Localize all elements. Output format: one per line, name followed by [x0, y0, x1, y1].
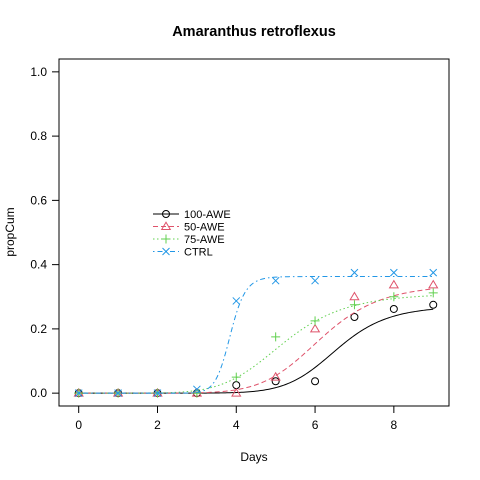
data-point — [350, 313, 359, 322]
data-point — [153, 389, 162, 398]
data-point — [388, 279, 400, 289]
data-point — [271, 377, 280, 386]
data-point — [232, 297, 241, 305]
data-point — [429, 300, 438, 309]
data-point — [389, 292, 399, 302]
y-tick-label: 0.4 — [30, 258, 47, 272]
legend-label: CTRL — [184, 247, 213, 259]
series-curve — [78, 288, 434, 394]
series-curve — [78, 308, 434, 394]
data-point — [74, 389, 83, 398]
legend-label: 100-AWE — [184, 209, 231, 221]
legend-marker — [162, 247, 170, 256]
x-tick-label: 4 — [233, 418, 240, 432]
y-tick-label: 0.0 — [30, 386, 47, 400]
legend-marker — [160, 221, 172, 231]
data-point — [350, 268, 359, 277]
series-curve — [78, 295, 434, 394]
legend-label: 75-AWE — [184, 234, 225, 246]
series-100-awe — [74, 300, 438, 398]
y-axis: 0.0 0.2 0.4 0.6 0.8 1.0 — [30, 65, 59, 400]
plot-frame — [58, 58, 450, 407]
x-tick-label: 2 — [154, 418, 161, 432]
legend-label: 50-AWE — [184, 222, 225, 234]
data-point — [114, 389, 122, 398]
y-axis-label: propCum — [3, 207, 17, 256]
data-point — [349, 300, 359, 310]
legend-item: CTRL — [153, 247, 213, 259]
legend-item: 50-AWE — [153, 221, 225, 234]
data-point — [428, 288, 438, 298]
series-ctrl — [74, 268, 438, 398]
series-layer — [73, 268, 439, 398]
x-axis: 0 2 4 6 8 — [75, 406, 398, 432]
legend-marker — [162, 210, 170, 218]
data-point — [428, 279, 439, 289]
data-point — [193, 385, 201, 394]
data-point — [310, 316, 320, 326]
series-75-awe — [74, 288, 438, 398]
y-tick-label: 1.0 — [30, 65, 47, 79]
series-50-awe — [73, 279, 439, 397]
legend-item: 100-AWE — [153, 209, 231, 221]
y-tick-label: 0.2 — [30, 322, 47, 336]
data-point — [311, 276, 319, 285]
x-tick-label: 6 — [312, 418, 319, 432]
x-tick-label: 0 — [75, 418, 82, 432]
x-tick-label: 8 — [391, 418, 398, 432]
data-point — [192, 388, 202, 398]
data-point — [389, 268, 398, 277]
data-point — [309, 323, 321, 333]
legend-item: 75-AWE — [153, 234, 225, 246]
data-point — [270, 371, 281, 381]
y-tick-label: 0.6 — [30, 193, 47, 207]
data-point — [231, 387, 242, 397]
x-axis-label: Days — [240, 450, 267, 464]
data-point — [311, 377, 320, 386]
data-point — [389, 304, 398, 313]
data-point — [271, 332, 281, 342]
chart-title: Amaranthus retroflexus — [172, 24, 336, 40]
y-tick-label: 0.8 — [30, 129, 47, 143]
legend-marker — [161, 234, 171, 244]
series-curve — [78, 276, 434, 394]
data-point — [349, 291, 360, 301]
data-point — [232, 381, 241, 390]
data-point — [429, 268, 438, 277]
data-point — [271, 276, 280, 285]
data-point — [231, 372, 241, 382]
